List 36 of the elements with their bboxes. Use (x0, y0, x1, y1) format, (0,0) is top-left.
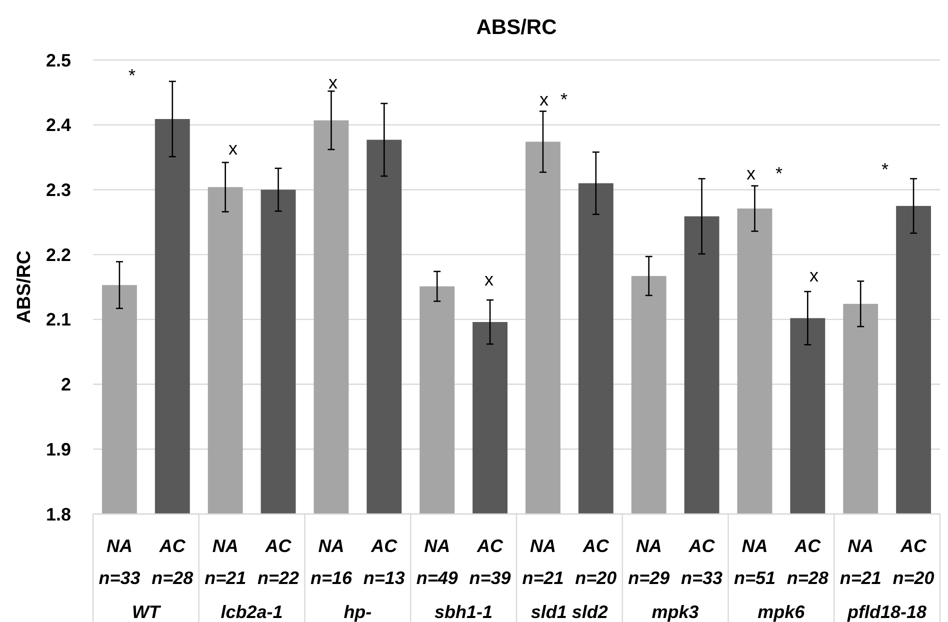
text: mpk6 (758, 602, 806, 622)
annotation: * (128, 65, 136, 86)
text: mpk3 (652, 602, 699, 622)
annotation: x (484, 269, 494, 290)
annotation: x (746, 163, 756, 184)
annotation: * (560, 89, 568, 110)
annotation: * (881, 159, 889, 180)
x-tick-label: AC n=33 (681, 536, 723, 588)
annotation: x (328, 72, 338, 92)
x-tick-label: AC n=28 (152, 536, 194, 588)
text: sbh1-1 (434, 602, 493, 622)
text: pfld18-18 (846, 602, 927, 622)
x-tick-label: AC n=39 (469, 536, 511, 588)
y-tick-label: 2.4 (46, 115, 71, 136)
x-tick-label: AC n=20 (892, 536, 934, 588)
text: WT (132, 602, 162, 622)
y-tick-label: 2.2 (46, 244, 71, 265)
y-tick-label: 2.1 (46, 310, 71, 330)
y-tick-label: 2.5 (46, 50, 71, 70)
x-tick-label: AC n=20 (575, 536, 617, 588)
text: lcb2a-1 (220, 602, 283, 622)
y-axis-title: ABS/RC (14, 250, 35, 324)
y-tick-label: 2.3 (46, 180, 71, 200)
text: hp- (344, 602, 372, 622)
annotation: * (775, 163, 783, 184)
y-tick-label: 1.8 (46, 504, 71, 524)
annotation: x (228, 138, 238, 158)
x-tick-label: NA n=33 (98, 536, 140, 588)
text: sld1 sld2 (530, 602, 608, 622)
annotation: x (810, 265, 818, 286)
chart-title: ABS/RC (476, 16, 557, 39)
y-tick-label: 2 (60, 374, 71, 395)
y-tick-label: 1.9 (46, 439, 71, 460)
annotation: x (540, 89, 548, 110)
x-tick-label: AC n=28 (786, 536, 828, 588)
x-tick-label: AC n=22 (258, 536, 300, 588)
